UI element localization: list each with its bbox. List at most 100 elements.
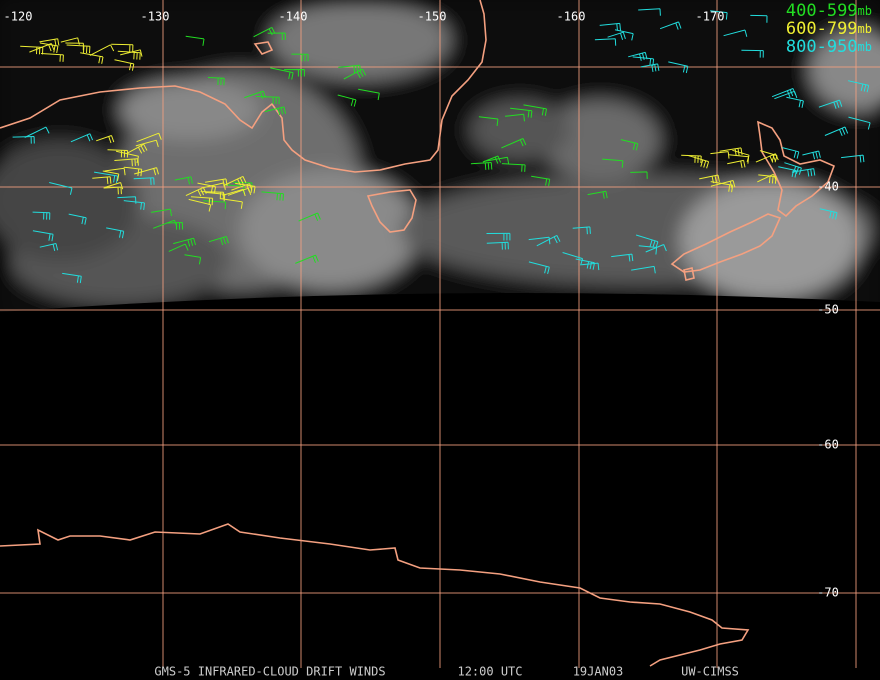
wind-barb xyxy=(635,234,659,249)
wind-barb xyxy=(338,64,361,73)
wind-barb xyxy=(358,88,380,101)
wind-barb xyxy=(719,147,743,156)
antarctica-coast xyxy=(0,523,750,667)
wind-barb xyxy=(581,262,600,271)
wind-barb xyxy=(510,107,533,118)
latitude-label: -70 xyxy=(817,586,839,600)
wind-barb xyxy=(267,32,286,41)
wind-barb xyxy=(136,132,162,143)
wind-barb xyxy=(32,230,54,242)
wind-barb xyxy=(668,61,689,74)
wind-barb xyxy=(104,167,126,176)
wind-barb xyxy=(631,265,656,274)
australia-coast xyxy=(0,0,487,173)
footer-source: UW-CIMSS xyxy=(681,665,739,679)
wind-barb xyxy=(523,104,547,116)
wind-barb xyxy=(168,243,189,252)
wind-barb xyxy=(264,106,287,116)
footer-date: 19JAN03 xyxy=(573,665,624,679)
nz-north-island xyxy=(757,120,836,218)
wind-barb xyxy=(200,191,224,200)
wind-barb xyxy=(135,139,159,148)
wind-barb xyxy=(818,99,843,109)
wind-barb xyxy=(62,272,82,284)
legend-unit: mb xyxy=(858,40,872,54)
wind-barb xyxy=(710,10,728,20)
wind-barb xyxy=(222,188,246,197)
footer-product: GMS-5 INFRARED-CLOUD DRIFT WINDS xyxy=(154,665,385,679)
wind-barb xyxy=(824,126,849,136)
wind-barb xyxy=(531,175,551,187)
wind-barb xyxy=(20,45,44,55)
wind-barb xyxy=(80,52,104,64)
wind-barb xyxy=(484,156,510,165)
wind-barb xyxy=(782,147,800,159)
wind-barb xyxy=(39,243,59,252)
wind-barb xyxy=(114,158,139,167)
wind-barb xyxy=(117,50,141,60)
stewart-island xyxy=(683,267,695,281)
wind-barb xyxy=(337,94,357,107)
wind-barb xyxy=(207,77,225,86)
wind-barb xyxy=(68,213,87,225)
wind-barb xyxy=(659,21,682,30)
wind-barb xyxy=(255,96,280,105)
wind-barb xyxy=(111,43,134,52)
legend-entry: 400-599mb xyxy=(786,1,872,21)
latitude-label: -60 xyxy=(817,438,839,452)
longitude-label: -170 xyxy=(696,10,725,24)
wind-barb xyxy=(594,38,617,46)
wind-barb xyxy=(166,222,184,230)
longitude-label: -160 xyxy=(557,10,586,24)
footer-time: 12:00 UTC xyxy=(457,665,522,679)
wind-barb xyxy=(607,31,626,40)
wind-barb xyxy=(819,208,838,220)
wind-barb xyxy=(528,261,550,275)
longitude-label: -120 xyxy=(4,10,33,24)
wind-barb xyxy=(205,191,226,202)
wind-barb xyxy=(741,49,764,58)
coastlines xyxy=(0,0,836,667)
wind-barb xyxy=(728,154,750,164)
wind-barb xyxy=(802,150,821,160)
wind-barb xyxy=(203,200,227,210)
wind-barb xyxy=(638,245,658,255)
wind-barb xyxy=(645,244,667,253)
wind-barb xyxy=(778,166,797,178)
wind-barb xyxy=(184,254,202,265)
wind-barb xyxy=(94,171,119,183)
wind-barb xyxy=(39,38,60,47)
tasmania-coast xyxy=(366,189,417,233)
legend-range: 400-599 xyxy=(786,1,858,21)
wind-barb xyxy=(791,168,816,177)
wind-barb xyxy=(536,234,561,247)
wind-barb xyxy=(270,67,294,80)
wind-barb xyxy=(133,177,155,185)
legend-range: 600-799 xyxy=(786,19,858,39)
wind-barb xyxy=(710,181,734,193)
wind-barb xyxy=(602,158,624,168)
wind-barb xyxy=(750,14,768,23)
latitude-label: -40 xyxy=(817,180,839,194)
legend-entry: 800-950mb xyxy=(786,37,872,57)
wind-barb xyxy=(727,159,746,168)
wind-barb xyxy=(295,254,319,264)
labels: -120 -130 -140 -150 -160 -170 -40 -50 -60 -70 400-… xyxy=(4,1,872,679)
wind-barb xyxy=(174,176,193,185)
wind-barb xyxy=(32,211,51,220)
wind-barb xyxy=(681,154,702,164)
wind-barb xyxy=(628,51,648,61)
wind-barb xyxy=(188,198,212,212)
wind-barb xyxy=(611,253,634,262)
wind-barb xyxy=(151,208,172,217)
wind-barb xyxy=(848,116,871,130)
wind-barb xyxy=(786,96,804,108)
wind-barb xyxy=(190,196,214,206)
wind-barb xyxy=(847,80,870,93)
wind-barb xyxy=(120,49,143,57)
wind-barb xyxy=(49,182,73,195)
wind-barb xyxy=(291,53,309,62)
wind-barb xyxy=(758,174,777,184)
wind-barb xyxy=(114,59,135,71)
